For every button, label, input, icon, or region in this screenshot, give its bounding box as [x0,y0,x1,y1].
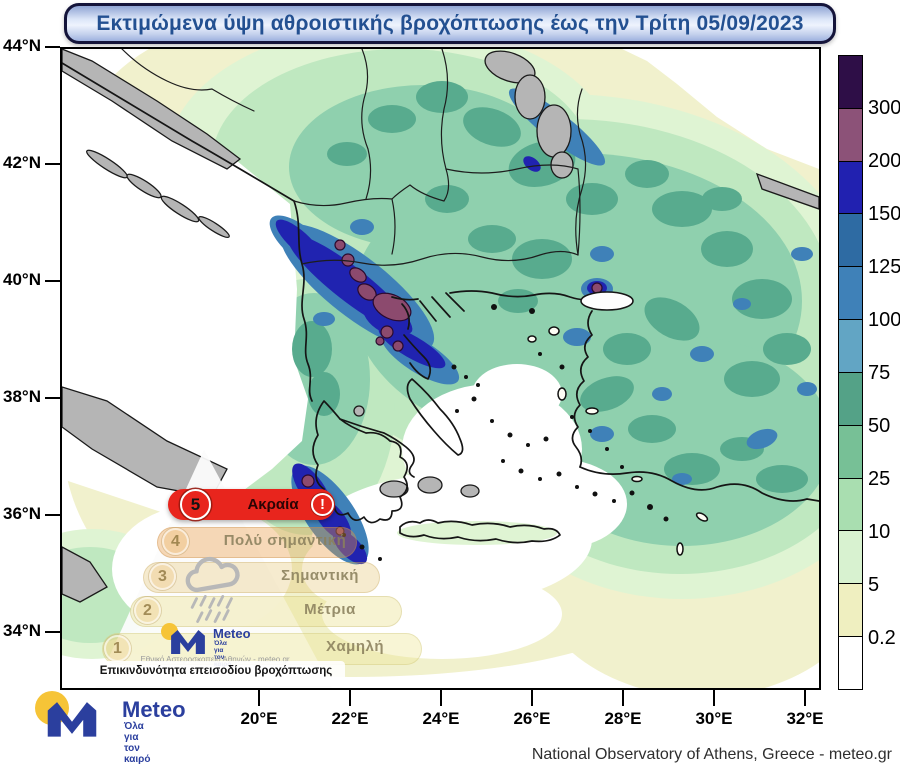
risk-level-2-number: 2 [134,597,161,624]
colorbar-tick-label: 50 [868,415,891,437]
risk-level-1-pill [102,633,422,665]
pyramid-org-line: Εθνικό Αστεροσκοπείο Αθηνών - meteo.gr [140,655,290,664]
risk-level-5-number: 5 [180,489,211,520]
alert-exclamation-icon: ! [311,493,334,516]
risk-level-2-label: Μέτρια [304,601,356,618]
colorbar-tick-label: 150 [868,203,900,225]
colorbar-segment [839,214,862,268]
colorbar-segment [839,372,862,426]
colorbar-segment [839,531,862,585]
lat-tick [45,46,60,48]
colorbar-segment [839,637,862,689]
tagline-line1: Όλα για [214,640,227,655]
colorbar-segment [839,56,862,109]
pyramid-caption: Επικινδυνότητα επεισοδίου βροχόπτωσης [99,665,333,677]
country-borders [121,49,587,266]
colorbar-segment [839,425,862,479]
lon-label: 20°E [240,709,278,728]
lon-tick [349,690,351,706]
lon-tick [622,690,624,706]
lat-label: 34°N [3,621,41,640]
tagline-line2: τον καιρό [124,743,151,765]
rain-cloud-icon [185,556,240,623]
lon-label: 26°E [513,709,551,728]
colorbar-segment [839,108,862,162]
lon-label: 30°E [695,709,733,728]
risk-level-3-number: 3 [149,563,176,590]
meteo-logo-m-icon [47,702,97,737]
lon-label: 24°E [422,709,460,728]
rain-spots-dark-teal [292,81,811,493]
meteo-logo-tagline: Όλα για τον καιρό [124,721,150,765]
coastlines [62,62,819,544]
lon-tick [258,690,260,706]
title-banner: Εκτιμώμενα ύψη αθροιστικής βροχόπτωσης έ… [64,3,836,44]
lat-tick [45,514,60,516]
lat-label: 36°N [3,504,41,523]
risk-level-5-label: Ακραία [247,496,299,513]
colorbar-tick-label: 25 [868,468,891,490]
lat-tick [45,163,60,165]
colorbar-segment [839,478,862,532]
risk-level-3-pill [143,562,380,593]
colorbar-tick-label: 10 [868,521,891,543]
colorbar-segment [839,161,862,215]
risk-level-2-pill [130,596,402,627]
lon-label: 32°E [786,709,824,728]
colorbar-tick-label: 5 [868,574,880,596]
colorbar-tick-label: 200 [868,150,900,172]
risk-level-4-number: 4 [162,528,189,555]
lon-tick [804,690,806,706]
lat-label: 38°N [3,387,41,406]
lon-tick [713,690,715,706]
risk-level-1-label: Χαμηλή [325,638,385,655]
lat-label: 44°N [3,36,41,55]
meteo-logo-name: Meteo [122,697,186,722]
colorbar-segment [839,320,862,373]
risk-level-3-label: Σημαντική [281,567,359,584]
colorbar-segment [839,584,862,638]
risk-level-4-label: Πολύ σημαντική [223,532,347,549]
precipitation-colorbar [838,55,863,690]
lon-tick [531,690,533,706]
risk-level-4-pill [157,527,357,558]
page-title: Εκτιμώμενα ύψη αθροιστικής βροχόπτωσης έ… [96,11,804,35]
lon-label: 28°E [604,709,642,728]
lon-label: 22°E [331,709,369,728]
colorbar-tick-label: 100 [868,309,900,331]
lat-label: 40°N [3,270,41,289]
colorbar-tick-label: 0.2 [868,627,896,649]
colorbar-tick-label: 300 [868,97,900,119]
land-gray [62,49,819,603]
lat-label: 42°N [3,153,41,172]
pyramid-caption-band [93,661,345,686]
colorbar-tick-label: 75 [868,362,891,384]
meteo-logo-name: Meteo [213,626,251,641]
lat-tick [45,280,60,282]
attribution-text: National Observatory of Athens, Greece -… [531,746,892,763]
colorbar-segment [839,267,862,321]
colorbar-tick-label: 125 [868,256,900,278]
lon-tick [440,690,442,706]
lat-tick [45,397,60,399]
tagline-line1: Όλα για [124,721,144,743]
lat-tick [45,631,60,633]
aegean-islands [342,304,709,561]
rain-risk-pyramid: 5 Ακραία ! 4 Πολύ σημαντική 3 Σημαντική … [85,437,430,690]
meteo-logo-m-icon [171,629,205,654]
